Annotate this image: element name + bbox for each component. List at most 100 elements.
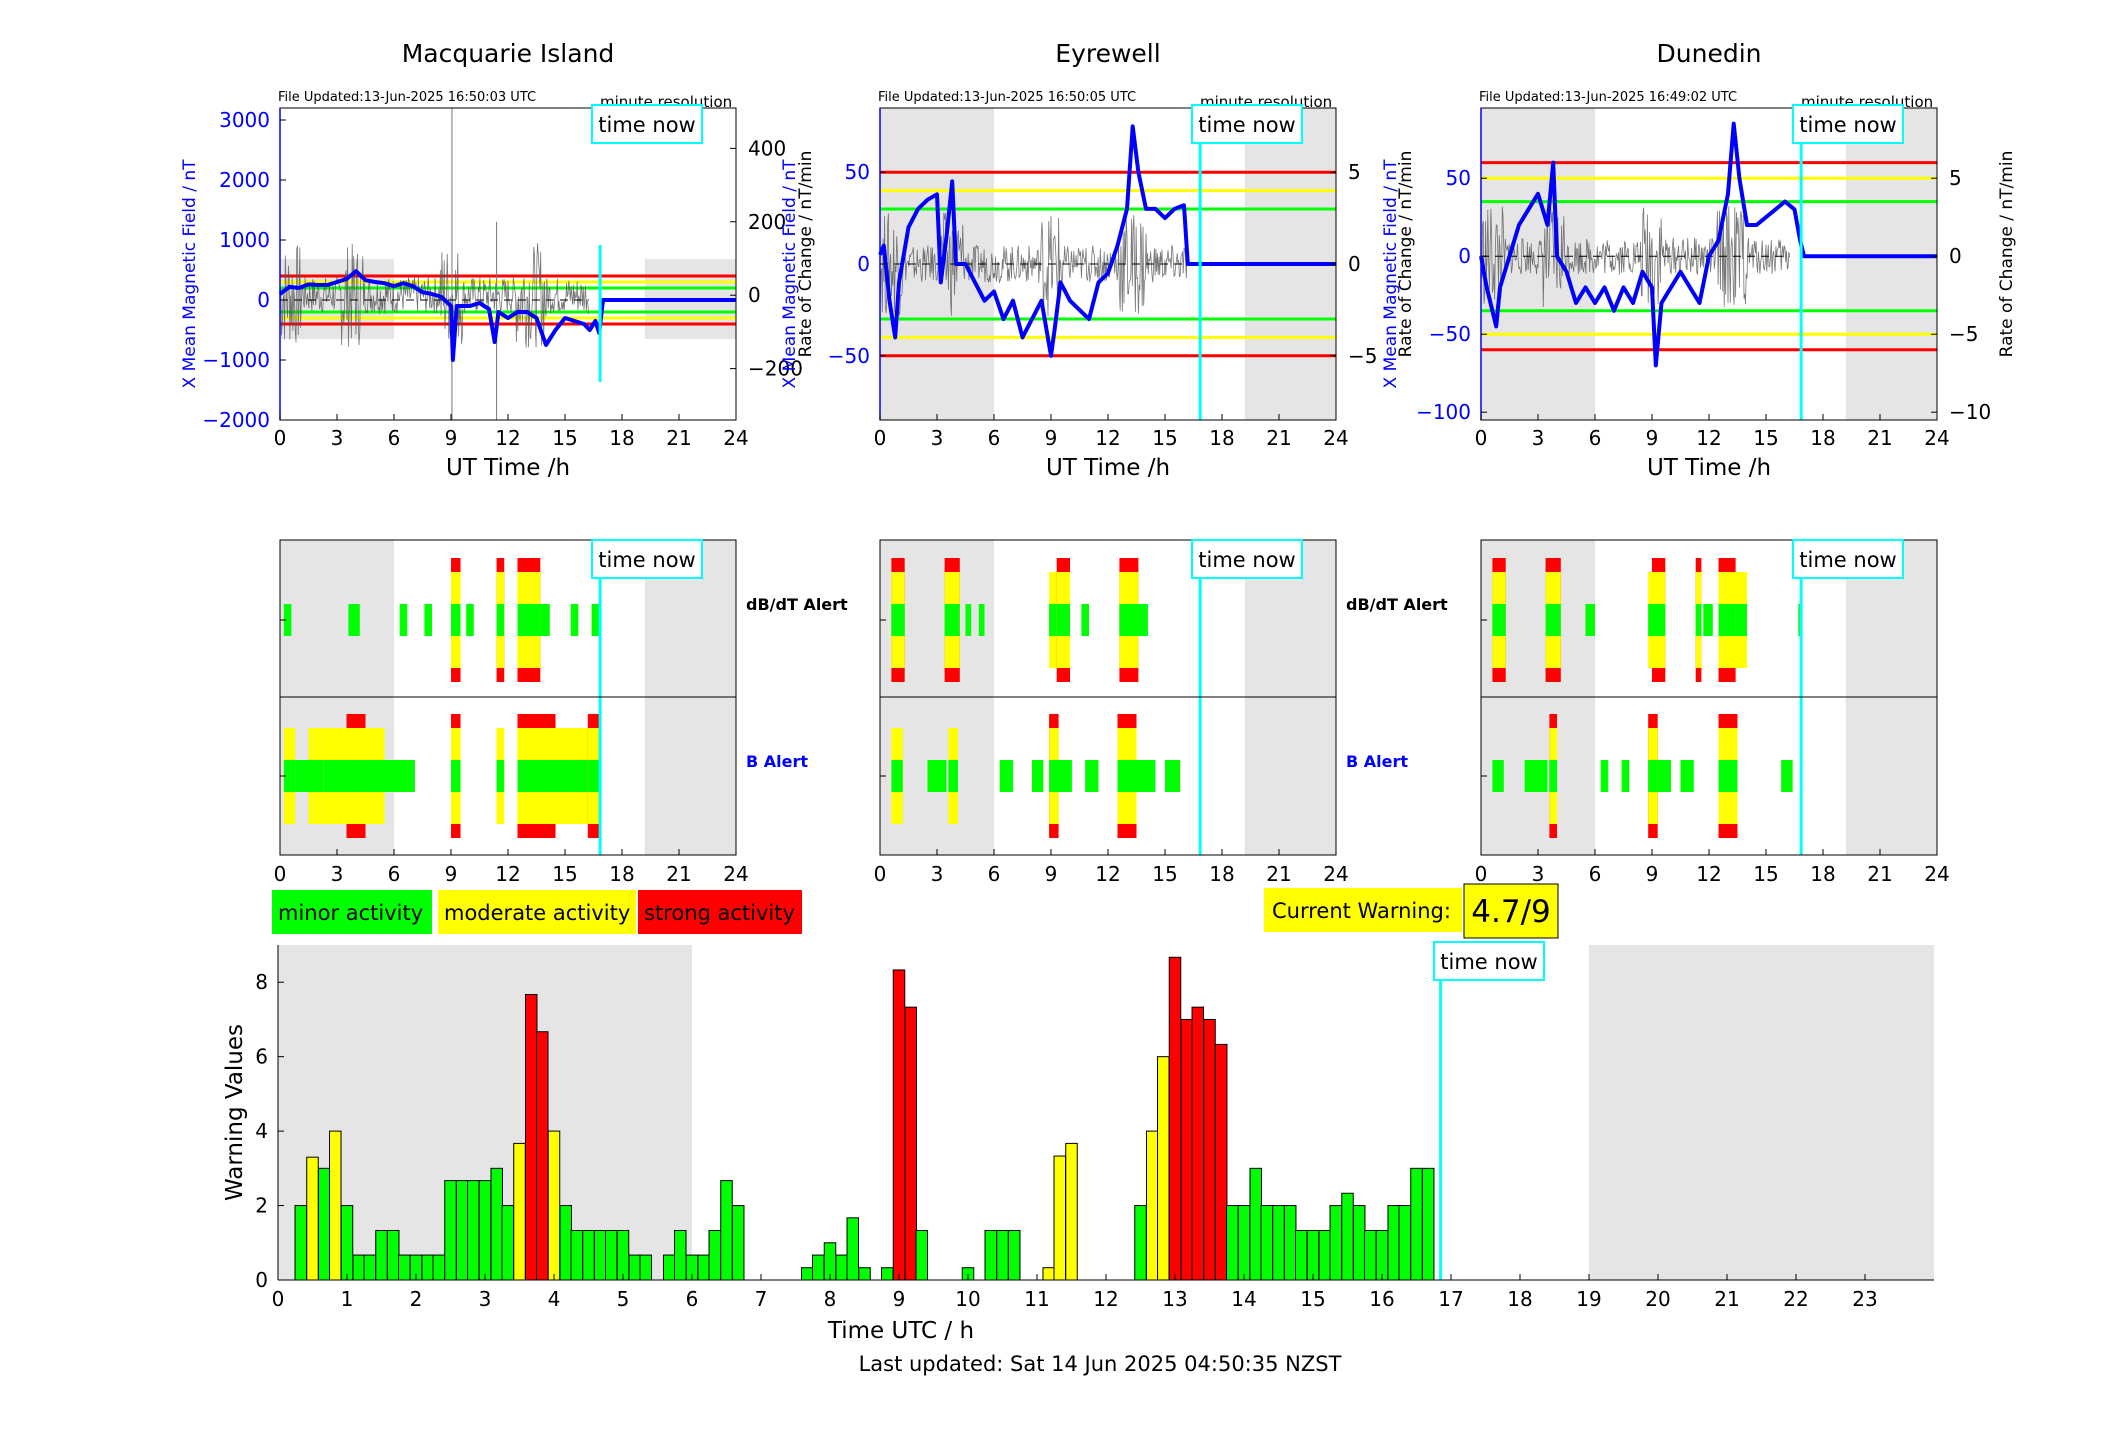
rate-of-change-line (1480, 204, 1790, 308)
warning-bar (294, 1205, 308, 1281)
y-tick-label-left: −100 (1416, 400, 1471, 424)
station-alert-plots: time now 0 3 6 9 12 15 18 21 24 dB/dT Alert B Alert… (274, 539, 1950, 886)
x-tick-label: 0 (1475, 426, 1488, 450)
b-alert-minor-block (1680, 760, 1694, 792)
alert-panel-1: time now 0 3 6 9 12 15 18 21 24 dB/dT Alert B Alert (274, 539, 848, 886)
warning-bar (536, 1031, 549, 1281)
x-tick-label: 0 (1475, 862, 1488, 886)
dbdt-alert-minor-block (1735, 604, 1747, 636)
y-tick-label-left: 2000 (219, 168, 270, 192)
warning-bar (800, 1267, 814, 1281)
x-tick-label: 6 (686, 1287, 699, 1311)
x-tick-label: 0 (874, 426, 887, 450)
x-tick-label: 0 (272, 1287, 285, 1311)
warning-bar (1214, 1043, 1228, 1281)
dbdt-alert-minor-block (1049, 604, 1057, 636)
dbdt-alert-minor-block (978, 604, 985, 636)
y-tick-label-right: 0 (748, 283, 761, 307)
y-tick-label-left: 0 (1458, 244, 1471, 268)
warning-bar (1249, 1167, 1262, 1281)
x-tick-label: 6 (1589, 426, 1602, 450)
dbdt-alert-minor-block (591, 604, 600, 636)
y-axis-label-right: Rate of Change / nT/min (1396, 151, 1416, 358)
x-tick-label: 18 (609, 426, 634, 450)
warning-bar (1145, 1130, 1159, 1281)
x-tick-label: 0 (274, 862, 287, 886)
dbdt-alert-label: dB/dT Alert (746, 595, 848, 614)
b-alert-minor-block (365, 760, 385, 792)
warning-bar (1065, 1142, 1078, 1281)
warning-bar (421, 1254, 434, 1281)
warning-bar (1260, 1205, 1274, 1281)
y-tick-label-left: −50 (1429, 322, 1471, 346)
current-warning-label: Current Warning: (1272, 899, 1451, 923)
x-tick-label: 21 (666, 426, 691, 450)
x-tick-label: 3 (331, 426, 344, 450)
current-warning-label-bg (1264, 888, 1462, 932)
dbdt-alert-minor-block (1492, 604, 1506, 636)
y-tick-label-right: −200 (748, 357, 803, 381)
magnetic-field-line (878, 124, 1336, 358)
b-alert-minor-block (587, 760, 600, 792)
warning-bar (605, 1229, 618, 1281)
b-alert-minor-block (384, 760, 394, 792)
x-tick-label: 14 (1231, 1287, 1256, 1311)
y-tick-label-right: 0 (1348, 252, 1361, 276)
legend-swatch (272, 890, 432, 934)
warning-bar (559, 1205, 572, 1281)
warning-bar (731, 1205, 745, 1281)
y-tick-label: 6 (255, 1045, 268, 1069)
dbdt-alert-minor-block (1718, 604, 1736, 636)
x-tick-label: 12 (1696, 862, 1721, 886)
magnetic-field-line (1479, 121, 1937, 368)
b-alert-minor-block (451, 760, 461, 792)
b-alert-minor-block (1600, 760, 1609, 792)
y-tick-label: 8 (255, 970, 268, 994)
y-tick-label-left: 50 (1446, 166, 1471, 190)
warning-bar (1364, 1229, 1377, 1281)
dbdt-alert-minor-block (570, 604, 579, 636)
x-tick-label: 6 (1589, 862, 1602, 886)
warning-bar (616, 1229, 630, 1281)
warning-bar (329, 1130, 342, 1281)
warning-bar (1042, 1267, 1055, 1281)
time-now-box (1792, 539, 1904, 579)
dbdt-alert-minor-block (1081, 604, 1089, 636)
b-alert-minor-block (1136, 760, 1156, 792)
y-tick-label-right: −5 (1348, 344, 1377, 368)
warning-bar (1341, 1192, 1354, 1281)
time-now-box (591, 539, 703, 579)
y-tick-label-right: −10 (1949, 400, 1991, 424)
x-tick-label: 12 (1095, 426, 1120, 450)
x-tick-label: 21 (666, 862, 691, 886)
x-tick-label: 3 (1532, 862, 1545, 886)
warning-bar (996, 1229, 1009, 1281)
x-tick-label: 18 (1209, 862, 1234, 886)
y-tick-label-right: 200 (748, 210, 786, 234)
y-tick-label-left: −1000 (202, 348, 270, 372)
warning-bar (398, 1254, 411, 1281)
warning-bar (1318, 1229, 1331, 1281)
magnetic-field-line (278, 269, 736, 362)
x-tick-label: 12 (1093, 1287, 1118, 1311)
time-now-label: time now (598, 113, 695, 137)
time-now-tag: time now (1792, 104, 1904, 144)
warning-bar (1134, 1205, 1147, 1281)
x-tick-label: 21 (1867, 862, 1892, 886)
x-tick-label: 8 (824, 1287, 837, 1311)
last-updated-text: Last updated: Sat 14 Jun 2025 04:50:35 N… (859, 1352, 1342, 1376)
y-axis-label-left: X Mean Magnetic Field / nT (780, 159, 800, 389)
y-tick-label: 4 (255, 1119, 268, 1143)
y-tick-label-right: 5 (1949, 166, 1962, 190)
x-tick-label: 15 (1300, 1287, 1325, 1311)
y-tick-label-left: 3000 (219, 108, 270, 132)
x-tick-label: 15 (1753, 862, 1778, 886)
dbdt-alert-minor-block (1056, 604, 1070, 636)
dbdt-alert-minor-block (1703, 604, 1713, 636)
x-tick-label: 21 (1867, 426, 1892, 450)
dbdt-alert-minor-block (348, 604, 360, 636)
dbdt-alert-minor-block (496, 604, 505, 636)
warning-bar (1157, 1056, 1170, 1281)
legend-item-moderate: moderate activity (438, 890, 636, 934)
